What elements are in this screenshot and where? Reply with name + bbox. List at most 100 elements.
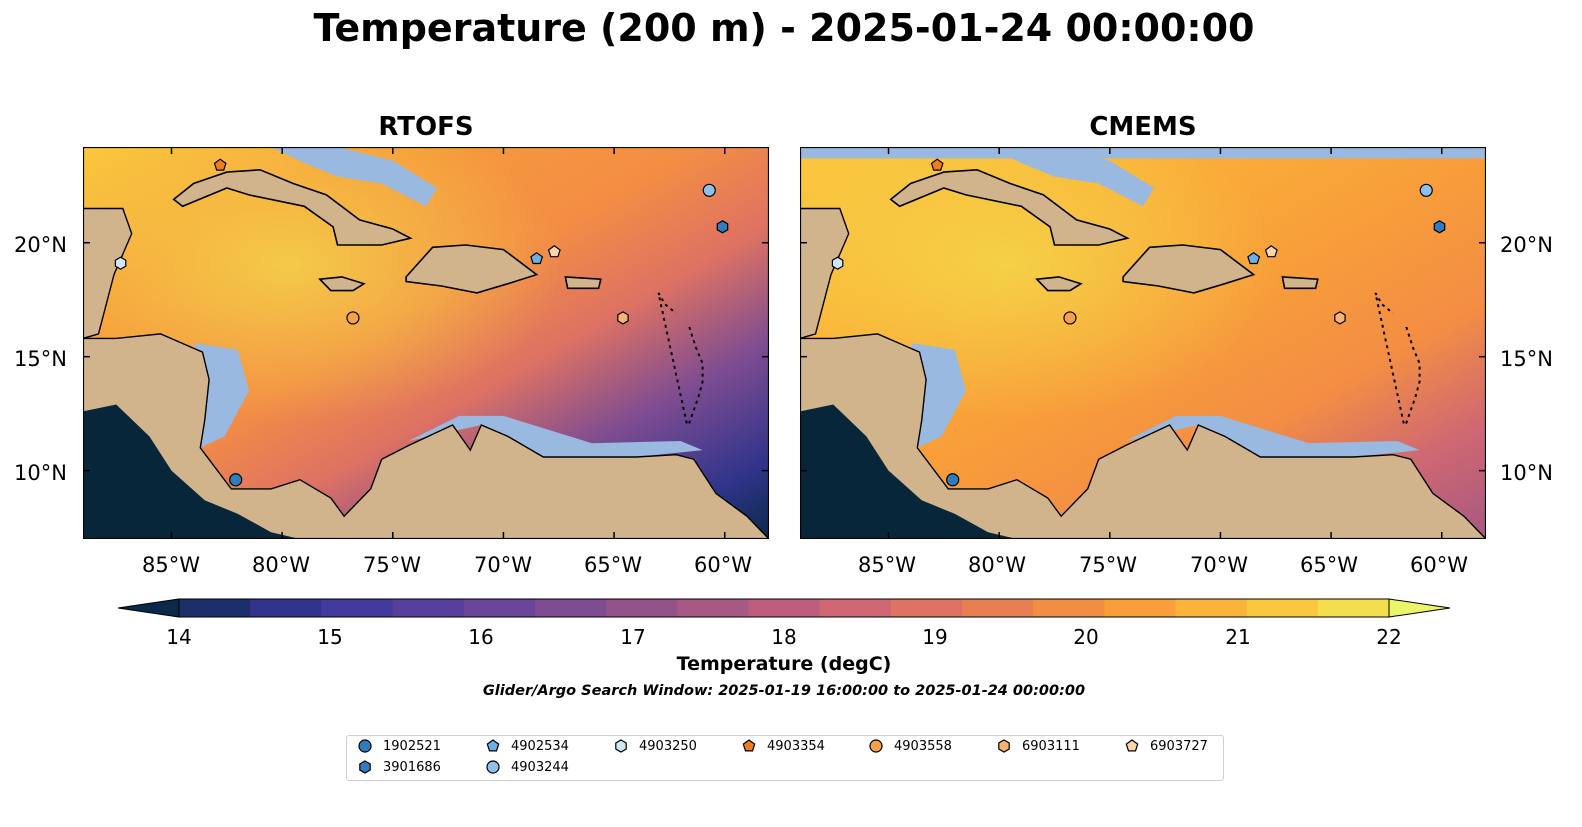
legend-marker-shape: [615, 739, 627, 753]
colorbar-bin: [250, 599, 322, 617]
legend-item: 4903250: [613, 738, 697, 754]
colorbar-tick-label: 17: [620, 625, 646, 649]
float-marker-4903250: [114, 256, 127, 270]
legend-label: 4903558: [894, 738, 952, 754]
legend-marker-icon: [869, 739, 883, 753]
legend-item: 4903354: [741, 738, 825, 754]
legend-label: 4903244: [511, 759, 569, 775]
map-frame: [800, 147, 1486, 539]
shallow-water: [408, 415, 703, 457]
float-marker-4903250: [831, 256, 844, 270]
lon-label: 65°W: [584, 553, 642, 577]
lon-label: 85°W: [858, 553, 916, 577]
mainland: [83, 333, 769, 539]
legend-item: 4903244: [485, 759, 569, 775]
no-data-band: [800, 147, 1486, 159]
panel-title-cmems: CMEMS: [1089, 112, 1197, 142]
lat-label: 10°N: [14, 461, 67, 485]
lon-label: 60°W: [1410, 553, 1468, 577]
colorbar-tick-label: 15: [317, 625, 343, 649]
lesser-antilles: [657, 292, 704, 428]
legend-label: 4903250: [639, 738, 697, 754]
colorbar-bin: [748, 599, 821, 617]
legend-label: 4903354: [767, 738, 825, 754]
colorbar-extend-low: [117, 598, 180, 618]
lat-label: 10°N: [1500, 461, 1553, 485]
float-marker-4903354: [930, 158, 944, 171]
legend-label: 1902521: [383, 738, 441, 754]
float-marker-1902521: [946, 473, 960, 487]
colorbar-tick-label: 16: [468, 625, 494, 649]
legend-marker-icon: [615, 739, 627, 753]
map-cmems: [800, 147, 1486, 539]
colorbar-bin: [179, 599, 251, 617]
legend-label: 3901686: [383, 759, 441, 775]
legend-marker-icon: [998, 739, 1010, 753]
shallow-water: [1125, 415, 1420, 457]
shallow-water: [271, 147, 438, 207]
float-marker-6903111: [617, 311, 629, 325]
figure-title: Temperature (200 m) - 2025-01-24 00:00:0…: [313, 6, 1255, 50]
float-marker-4903244: [1419, 183, 1433, 197]
colorbar-frame: [178, 598, 1390, 618]
float-marker-4903354: [213, 158, 227, 171]
legend-label: 6903727: [1150, 738, 1208, 754]
pacific-ocean-overlay: [800, 404, 1017, 539]
lat-label: 20°N: [1500, 233, 1553, 257]
island-jamaica: [1035, 276, 1083, 292]
colorbar-tick-label: 21: [1225, 625, 1251, 649]
lon-label: 75°W: [363, 553, 421, 577]
search-window-text: Glider/Argo Search Window: 2025-01-19 16…: [482, 683, 1086, 699]
legend-item: 4903558: [868, 738, 952, 754]
colorbar-bin: [1033, 599, 1105, 617]
colorbar-tick-label: 14: [166, 625, 192, 649]
legend-marker-shape: [998, 739, 1010, 753]
colorbar-bin: [961, 599, 1034, 617]
legend-marker-icon: [486, 739, 500, 752]
float-marker-6903727: [1264, 245, 1278, 258]
colorbar-tick-label: 22: [1376, 625, 1402, 649]
island-jamaica: [318, 276, 366, 292]
colorbar-extend-high: [1388, 598, 1451, 618]
colorbar-bin: [463, 599, 536, 617]
lon-label: 70°W: [1190, 553, 1248, 577]
lat-label: 20°N: [14, 233, 67, 257]
colorbar-bin: [606, 599, 678, 617]
yucatan: [800, 207, 850, 340]
colorbar-bin: [677, 599, 750, 617]
colorbar-title: Temperature (degC): [676, 653, 892, 675]
lat-label: 15°N: [14, 347, 67, 371]
legend-item: 4902534: [485, 738, 569, 754]
legend-marker-icon: [1125, 739, 1139, 752]
lon-label: 70°W: [474, 553, 532, 577]
legend-item: 3901686: [357, 759, 441, 775]
lon-label: 65°W: [1300, 553, 1358, 577]
float-marker-4902534: [1247, 251, 1261, 265]
colorbar-bin: [1246, 599, 1319, 617]
mainland: [800, 333, 1486, 539]
legend-item: 1902521: [357, 738, 441, 754]
float-marker-4903244: [702, 183, 716, 197]
legend-marker-icon: [486, 760, 500, 774]
legend-marker-shape: [869, 739, 883, 753]
colorbar-tick-label: 18: [771, 625, 797, 649]
colorbar-bin: [392, 599, 465, 617]
island-cuba: [889, 168, 1130, 246]
shallow-water: [988, 147, 1155, 207]
legend-marker-shape: [486, 760, 500, 774]
colorbar-bin: [890, 599, 963, 617]
lon-label: 75°W: [1079, 553, 1137, 577]
legend-marker-shape: [1125, 739, 1139, 752]
map-frame: [83, 147, 769, 539]
yucatan: [83, 207, 133, 340]
island-puerto-rico: [1281, 276, 1319, 290]
panel-title-rtofs: RTOFS: [378, 112, 474, 142]
shallow-water: [193, 343, 249, 448]
legend-item: 6903727: [1124, 738, 1208, 754]
colorbar-bin: [1104, 599, 1177, 617]
lon-label: 85°W: [142, 553, 200, 577]
island-puerto-rico: [564, 276, 602, 290]
island-cuba: [172, 168, 413, 246]
colorbar-bin: [819, 599, 892, 617]
legend-marker-shape: [359, 760, 371, 774]
